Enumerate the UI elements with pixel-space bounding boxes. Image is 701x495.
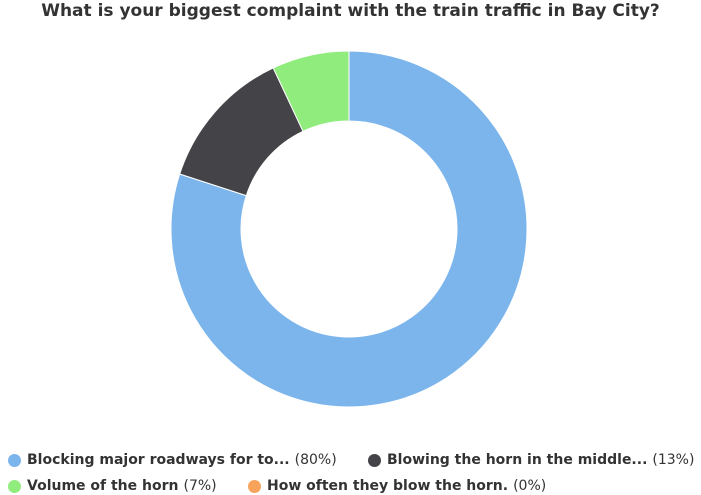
legend-label: Volume of the horn [27, 478, 179, 494]
donut-slices [170, 50, 528, 408]
chart-title: What is your biggest complaint with the … [41, 1, 660, 21]
legend-swatch-green [8, 479, 21, 493]
legend-item-blocking-roadways[interactable]: Blocking major roadways for to... (80%) [8, 451, 337, 469]
donut-slice-volume-of-horn[interactable] [272, 50, 350, 132]
legend-swatch-blue [8, 453, 21, 467]
legend-label: Blocking major roadways for to... [27, 452, 290, 468]
legend-percentage: (80%) [294, 452, 337, 468]
legend-label: Blowing the horn in the middle... [387, 452, 648, 468]
legend-swatch-dark [368, 453, 381, 467]
legend-percentage: (0%) [513, 478, 547, 494]
donut-slice-blocking-roadways[interactable] [170, 50, 528, 408]
legend-percentage: (7%) [183, 478, 217, 494]
legend-percentage: (13%) [652, 452, 695, 468]
legend-swatch-orange [248, 479, 261, 493]
legend-item-volume-of-horn[interactable]: Volume of the horn (7%) [8, 477, 217, 495]
legend-item-how-often-horn[interactable]: How often they blow the horn. (0%) [248, 477, 546, 495]
legend-item-blowing-horn-middle[interactable]: Blowing the horn in the middle... (13%) [368, 451, 694, 469]
legend-label: How often they blow the horn. [267, 478, 509, 494]
